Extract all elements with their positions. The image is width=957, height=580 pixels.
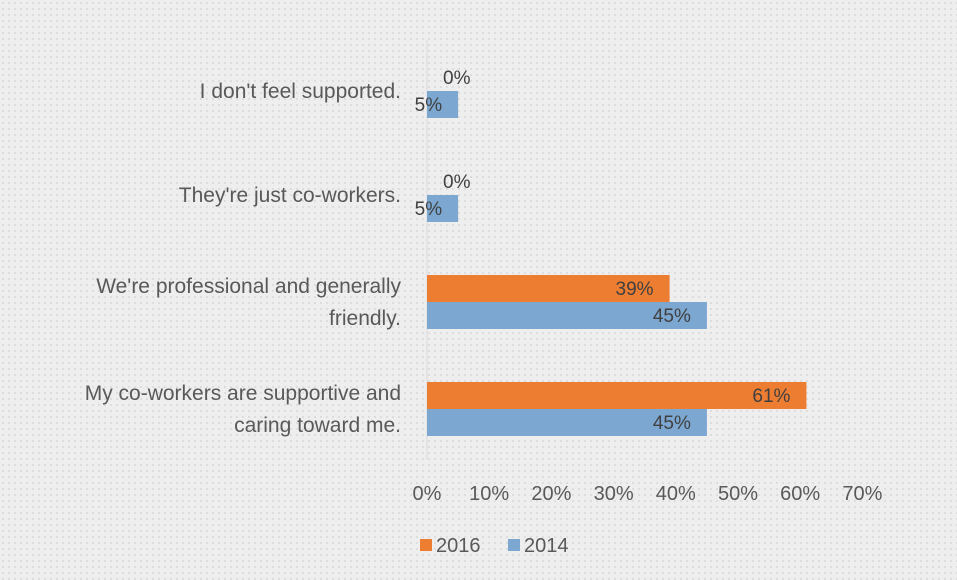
data-label: 0% — [443, 172, 471, 193]
bar-2014-3 — [427, 409, 707, 436]
bar-2016-2 — [427, 275, 670, 302]
category-label: friendly. — [329, 307, 401, 330]
x-tick-label: 0% — [413, 483, 442, 505]
legend-swatch-2014 — [508, 539, 520, 551]
legend-swatch-2016 — [420, 539, 432, 551]
legend: 2016 2014 — [420, 535, 569, 557]
category-label: I don't feel supported. — [200, 80, 401, 103]
x-tick-label: 60% — [780, 483, 820, 505]
x-tick-label: 10% — [469, 483, 509, 505]
legend-label: 2016 — [436, 535, 481, 557]
category-label: My co-workers are supportive and — [85, 382, 401, 405]
legend-label: 2014 — [524, 535, 569, 557]
data-label: 0% — [443, 68, 471, 89]
data-label: 5% — [415, 95, 443, 116]
bar-2014-1 — [427, 195, 459, 222]
bar-2016-3 — [427, 382, 807, 409]
category-label: They're just co-workers. — [179, 184, 401, 207]
bars — [427, 91, 807, 436]
x-tick-label: 30% — [594, 483, 634, 505]
category-label: We're professional and generally — [96, 275, 401, 298]
x-tick-label: 20% — [531, 483, 571, 505]
x-tick-label: 50% — [718, 483, 758, 505]
data-label: 45% — [653, 413, 691, 434]
data-label: 39% — [616, 279, 654, 300]
data-label: 5% — [415, 199, 443, 220]
x-tick-label: 70% — [842, 483, 882, 505]
x-tick-label: 40% — [656, 483, 696, 505]
data-label: 45% — [653, 306, 691, 327]
data-label: 61% — [752, 386, 790, 407]
bar-2014-0 — [427, 91, 459, 118]
category-labels: I don't feel supported. They're just co-w… — [85, 80, 402, 437]
category-label: caring toward me. — [234, 414, 401, 437]
data-labels: 0% 0% 39% 61% 5% 5% 45% 45% — [415, 68, 791, 434]
x-axis: 0% 10% 20% 30% 40% 50% 60% 70% — [413, 40, 883, 505]
bar-2014-2 — [427, 302, 707, 329]
